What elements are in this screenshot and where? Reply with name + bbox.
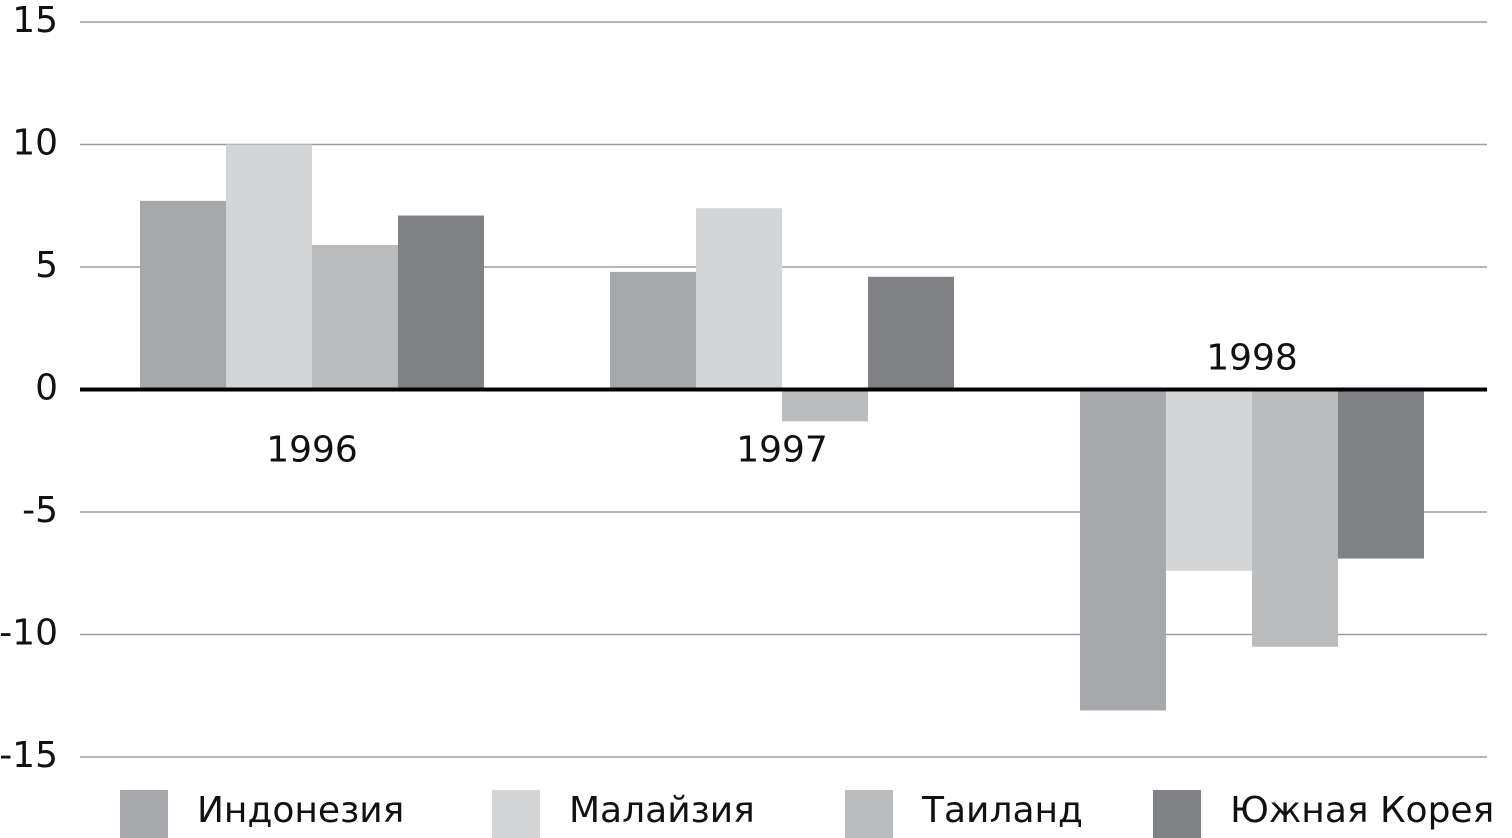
bar — [610, 271, 696, 390]
legend-label: Индонезия — [197, 790, 404, 831]
legend-swatch — [120, 790, 168, 838]
bar — [1166, 389, 1252, 571]
bar — [696, 208, 782, 390]
legend-swatch — [492, 790, 540, 838]
bar — [312, 244, 398, 390]
y-tick-label: -5 — [22, 490, 58, 531]
bar — [226, 144, 312, 390]
x-tick-label: 1998 — [1206, 338, 1298, 379]
legend-swatch — [845, 790, 893, 838]
bar — [1338, 389, 1424, 559]
bar — [398, 215, 484, 390]
x-tick-label: 1996 — [266, 430, 358, 471]
bar — [782, 389, 868, 422]
y-tick-label: 10 — [12, 123, 58, 164]
legend-swatch — [1153, 790, 1201, 838]
legend-label: Южная Корея — [1230, 790, 1494, 831]
bar — [1080, 389, 1166, 711]
y-tick-label: -10 — [0, 613, 58, 654]
legend-label: Таиланд — [921, 790, 1083, 831]
y-tick-label: 0 — [35, 368, 58, 409]
bar — [1252, 389, 1338, 647]
x-tick-label: 1997 — [736, 430, 828, 471]
bar — [140, 200, 226, 390]
bar — [868, 276, 954, 390]
y-tick-label: 5 — [35, 245, 58, 286]
legend-label: Малайзия — [569, 790, 755, 831]
y-tick-label: -15 — [0, 735, 58, 776]
y-tick-label: 15 — [12, 0, 58, 41]
